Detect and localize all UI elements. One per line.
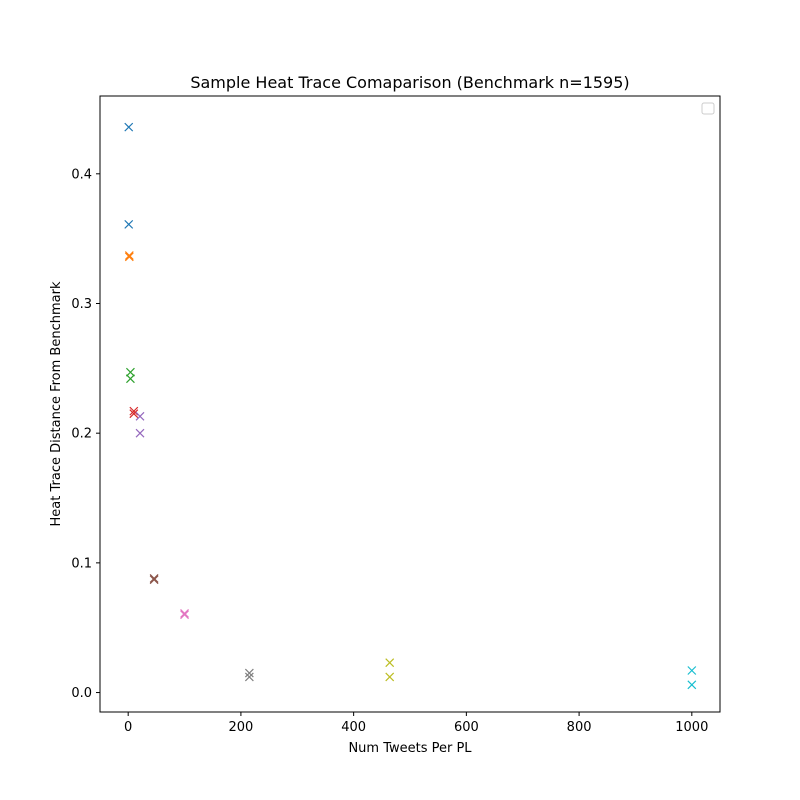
x-marker xyxy=(135,428,145,438)
x-tick-label: 400 xyxy=(341,720,366,735)
x-marker xyxy=(135,411,145,421)
x-marker xyxy=(244,672,254,682)
x-tick-label: 1000 xyxy=(675,720,708,735)
x-tick-label: 600 xyxy=(454,720,479,735)
y-tick-label: 0.4 xyxy=(71,167,92,182)
y-tick-label: 0.1 xyxy=(71,556,92,571)
y-axis-title: Heat Trace Distance From Benchmark xyxy=(49,281,64,526)
plot-area xyxy=(99,95,721,713)
x-marker xyxy=(385,658,395,668)
axes-frame xyxy=(99,95,721,713)
x-marker xyxy=(126,374,135,384)
x-marker xyxy=(124,252,134,262)
x-marker xyxy=(385,672,395,682)
x-tick-label: 800 xyxy=(567,720,592,735)
x-marker xyxy=(244,668,254,678)
x-marker xyxy=(124,251,134,260)
x-marker xyxy=(129,409,139,419)
x-marker xyxy=(180,609,189,618)
y-tick-label: 0.3 xyxy=(71,297,92,312)
y-tick-label: 0.0 xyxy=(71,686,92,701)
legend-box xyxy=(701,102,715,115)
x-marker xyxy=(124,219,134,229)
x-marker xyxy=(149,575,159,585)
y-axis: 0.0 0.1 0.2 0.3 0.4 xyxy=(71,167,100,701)
x-axis: 0 200 400 600 800 1000 xyxy=(124,712,708,735)
x-tick-label: 200 xyxy=(228,720,253,735)
x-marker xyxy=(149,574,159,583)
x-marker xyxy=(180,610,189,620)
chart-title: Sample Heat Trace Comaparison (Benchmark… xyxy=(190,73,629,92)
data-markers xyxy=(124,122,697,690)
y-tick-label: 0.2 xyxy=(71,427,92,442)
x-tick-label: 0 xyxy=(124,720,132,735)
x-marker xyxy=(687,666,697,675)
x-marker xyxy=(126,367,135,377)
x-marker xyxy=(129,406,139,416)
x-marker xyxy=(687,680,697,690)
x-axis-title: Num Tweets Per PL xyxy=(348,741,472,756)
x-marker xyxy=(124,122,134,132)
